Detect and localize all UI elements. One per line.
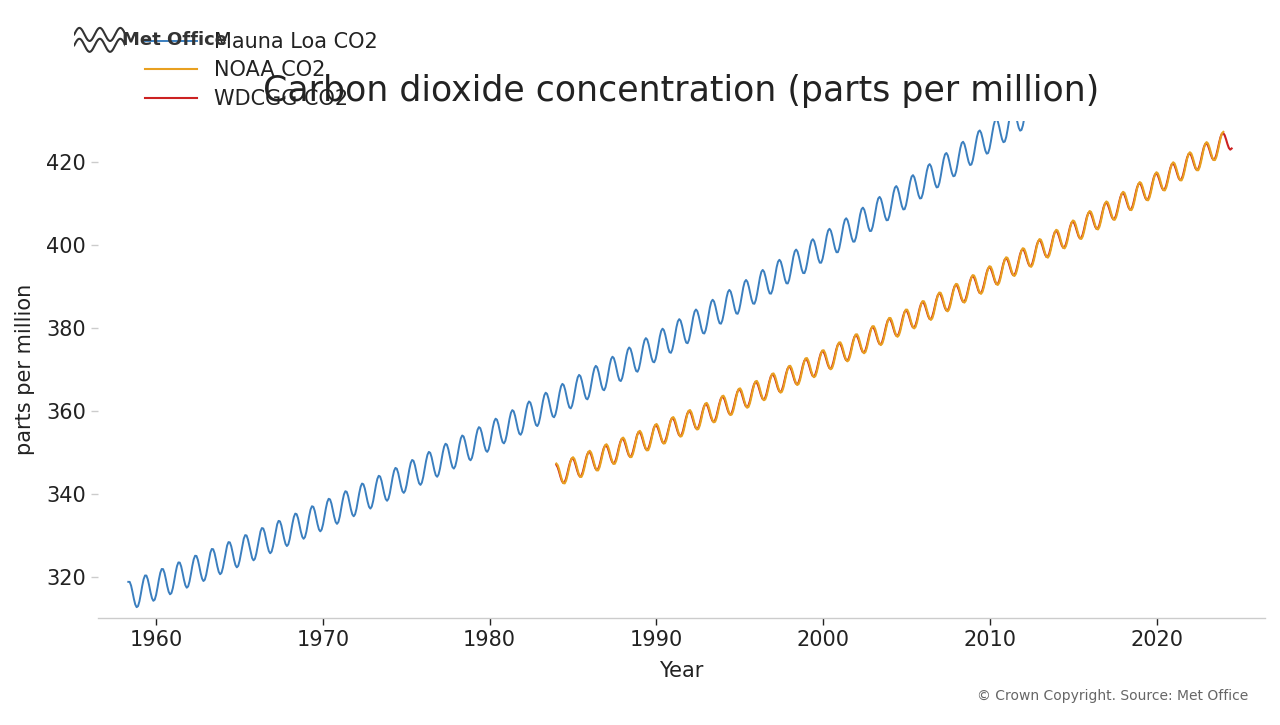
WDCGG CO2 — [1216, 129, 1231, 138]
NOAA CO2 — [1156, 186, 1171, 194]
WDCGG CO2 — [556, 478, 571, 487]
Text: Met Office: Met Office — [122, 31, 227, 49]
WDCGG CO2 — [675, 431, 690, 439]
WDCGG CO2 — [709, 412, 724, 420]
NOAA CO2 — [831, 338, 846, 347]
Mauna Loa CO2 — [867, 215, 882, 224]
Mauna Loa CO2 — [713, 319, 728, 328]
Line: WDCGG CO2: WDCGG CO2 — [557, 133, 1231, 483]
Legend: Mauna Loa CO2, NOAA CO2, WDCGG CO2: Mauna Loa CO2, NOAA CO2, WDCGG CO2 — [145, 32, 378, 109]
WDCGG CO2 — [1224, 144, 1239, 153]
Y-axis label: parts per million: parts per million — [15, 283, 35, 455]
Mauna Loa CO2 — [559, 392, 575, 401]
NOAA CO2 — [923, 315, 938, 324]
Mauna Loa CO2 — [247, 555, 262, 563]
WDCGG CO2 — [678, 415, 694, 423]
Line: Mauna Loa CO2: Mauna Loa CO2 — [128, 0, 1231, 608]
Mauna Loa CO2 — [120, 578, 136, 587]
Text: © Crown Copyright. Source: Met Office: © Crown Copyright. Source: Met Office — [977, 689, 1248, 703]
NOAA CO2 — [955, 297, 970, 306]
NOAA CO2 — [758, 395, 773, 404]
Mauna Loa CO2 — [355, 479, 370, 488]
Title: Carbon dioxide concentration (parts per million): Carbon dioxide concentration (parts per … — [264, 74, 1100, 108]
WDCGG CO2 — [676, 426, 691, 435]
NOAA CO2 — [557, 479, 572, 488]
Mauna Loa CO2 — [129, 603, 145, 612]
WDCGG CO2 — [900, 307, 915, 316]
X-axis label: Year: Year — [659, 661, 704, 681]
Mauna Loa CO2 — [562, 403, 577, 412]
Line: NOAA CO2: NOAA CO2 — [557, 132, 1224, 484]
NOAA CO2 — [1041, 253, 1056, 262]
WDCGG CO2 — [730, 387, 745, 396]
NOAA CO2 — [549, 459, 564, 468]
WDCGG CO2 — [549, 460, 564, 469]
NOAA CO2 — [1216, 128, 1231, 136]
